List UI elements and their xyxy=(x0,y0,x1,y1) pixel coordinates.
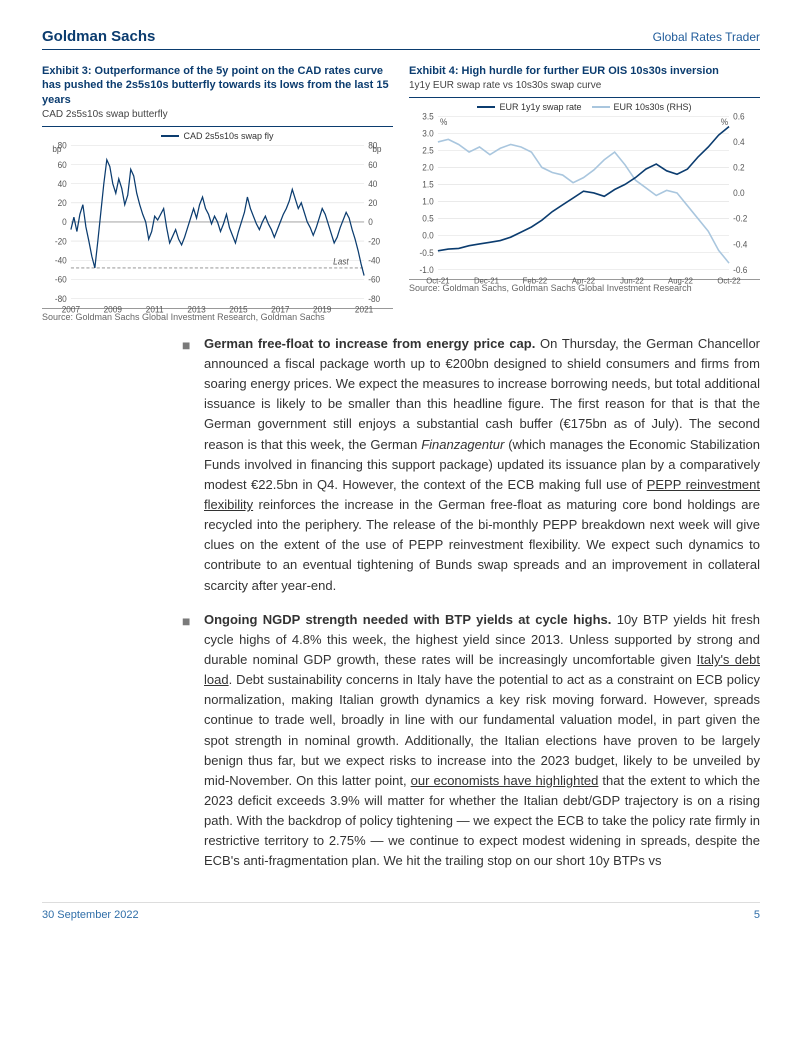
page-footer: 30 September 2022 5 xyxy=(42,902,760,921)
svg-text:1.5: 1.5 xyxy=(422,180,434,190)
svg-text:0.4: 0.4 xyxy=(733,137,745,147)
svg-text:-0.5: -0.5 xyxy=(420,248,434,258)
paragraph-2: ■ Ongoing NGDP strength needed with BTP … xyxy=(182,610,760,872)
chart-right-svg: -1.0 -0.5 0.0 0.5 1.0 1.5 2.0 2.5 3.0 3.5 -0.6 -0.4… xyxy=(409,112,760,287)
exhibit-4: Exhibit 4: High hurdle for further EUR O… xyxy=(409,64,760,322)
exhibit-3-subtitle: CAD 2s5s10s swap butterfly xyxy=(42,109,393,120)
p2-lead: Ongoing NGDP strength needed with BTP yi… xyxy=(204,612,611,627)
svg-text:Last: Last xyxy=(333,256,349,266)
svg-text:2013: 2013 xyxy=(187,304,206,314)
legend-label: CAD 2s5s10s swap fly xyxy=(183,131,273,141)
p1-italic: Finanzagentur xyxy=(421,437,504,452)
exhibit-4-chart: EUR 1y1y swap rate EUR 10s30s (RHS) -1.0… xyxy=(409,97,760,277)
svg-text:Dec-21: Dec-21 xyxy=(474,277,499,286)
svg-text:-40: -40 xyxy=(368,255,380,265)
svg-text:2.5: 2.5 xyxy=(422,146,434,156)
svg-text:20: 20 xyxy=(368,198,377,208)
svg-text:-1.0: -1.0 xyxy=(420,265,434,275)
svg-text:2007: 2007 xyxy=(62,304,81,314)
svg-text:2.0: 2.0 xyxy=(422,163,434,173)
svg-text:-80: -80 xyxy=(368,293,380,303)
svg-text:40: 40 xyxy=(58,179,67,189)
svg-text:0.5: 0.5 xyxy=(422,214,434,224)
svg-text:40: 40 xyxy=(368,179,377,189)
svg-text:Aug-22: Aug-22 xyxy=(668,277,693,286)
svg-text:Oct-21: Oct-21 xyxy=(426,277,450,286)
svg-text:-20: -20 xyxy=(368,236,380,246)
svg-text:60: 60 xyxy=(58,159,67,169)
paragraph-1: ■ German free-float to increase from ene… xyxy=(182,334,760,596)
brand-name: Goldman Sachs xyxy=(42,28,155,45)
svg-text:3.0: 3.0 xyxy=(422,129,434,139)
legend-label: EUR 10s30s (RHS) xyxy=(614,102,692,112)
exhibit-3-chart: CAD 2s5s10s swap fly -80 -80 -60 -60 -40 -40 -… xyxy=(42,126,393,306)
svg-text:60: 60 xyxy=(368,159,377,169)
p1-lead: German free-float to increase from energ… xyxy=(204,336,535,351)
body-text: ■ German free-float to increase from ene… xyxy=(182,334,760,872)
p1-text: On Thursday, the German Chancellor annou… xyxy=(204,336,760,452)
p1-text: reinforces the increase in the German fr… xyxy=(204,497,760,593)
exhibit-4-legend: EUR 1y1y swap rate EUR 10s30s (RHS) xyxy=(409,102,760,112)
svg-text:-40: -40 xyxy=(55,255,67,265)
svg-text:0: 0 xyxy=(62,217,67,227)
svg-text:0: 0 xyxy=(368,217,373,227)
svg-text:2011: 2011 xyxy=(146,304,164,314)
svg-text:-60: -60 xyxy=(55,274,67,284)
chart-left-svg: -80-80-60-60-40-40-20-200020204040606080… xyxy=(42,141,393,316)
svg-text:2009: 2009 xyxy=(104,304,123,314)
exhibits-row: Exhibit 3: Outperformance of the 5y poin… xyxy=(42,64,760,322)
svg-text:20: 20 xyxy=(58,198,67,208)
svg-text:2019: 2019 xyxy=(313,304,332,314)
svg-text:-60: -60 xyxy=(368,274,380,284)
svg-text:1.0: 1.0 xyxy=(422,197,434,207)
svg-text:-0.4: -0.4 xyxy=(733,239,747,249)
svg-text:2015: 2015 xyxy=(229,304,248,314)
svg-text:-80: -80 xyxy=(55,293,67,303)
bullet-icon: ■ xyxy=(182,334,194,596)
svg-text:3.5: 3.5 xyxy=(422,112,434,122)
footer-page: 5 xyxy=(754,909,760,921)
legend-label: EUR 1y1y swap rate xyxy=(499,102,581,112)
svg-text:Apr-22: Apr-22 xyxy=(572,277,596,286)
svg-text:-20: -20 xyxy=(55,236,67,246)
exhibit-4-title: Exhibit 4: High hurdle for further EUR O… xyxy=(409,64,760,78)
exhibit-4-subtitle: 1y1y EUR swap rate vs 10s30s swap curve xyxy=(409,80,760,91)
p2-text: . Debt sustainability concerns in Italy … xyxy=(204,672,760,788)
exhibit-3-legend: CAD 2s5s10s swap fly xyxy=(42,131,393,141)
svg-text:0.0: 0.0 xyxy=(422,231,434,241)
svg-text:0.0: 0.0 xyxy=(733,188,745,198)
exhibit-3-title: Exhibit 3: Outperformance of the 5y poin… xyxy=(42,64,393,107)
footer-date: 30 September 2022 xyxy=(42,909,139,921)
svg-text:0.6: 0.6 xyxy=(733,112,745,122)
svg-text:0.2: 0.2 xyxy=(733,163,745,173)
svg-text:-0.6: -0.6 xyxy=(733,265,747,275)
svg-text:-0.2: -0.2 xyxy=(733,214,747,224)
svg-text:Jun-22: Jun-22 xyxy=(620,277,644,286)
exhibit-3: Exhibit 3: Outperformance of the 5y poin… xyxy=(42,64,393,322)
page-header: Goldman Sachs Global Rates Trader xyxy=(42,28,760,50)
svg-text:bp: bp xyxy=(52,144,61,154)
p2-link[interactable]: our economists have highlighted xyxy=(411,773,599,788)
svg-text:Oct-22: Oct-22 xyxy=(717,277,741,286)
svg-text:2021: 2021 xyxy=(355,304,374,314)
svg-text:%: % xyxy=(721,117,729,127)
svg-text:%: % xyxy=(440,117,448,127)
svg-text:bp: bp xyxy=(372,144,381,154)
bullet-icon: ■ xyxy=(182,610,194,872)
svg-text:2017: 2017 xyxy=(271,304,290,314)
svg-text:Feb-22: Feb-22 xyxy=(523,277,548,286)
document-type: Global Rates Trader xyxy=(653,30,760,44)
